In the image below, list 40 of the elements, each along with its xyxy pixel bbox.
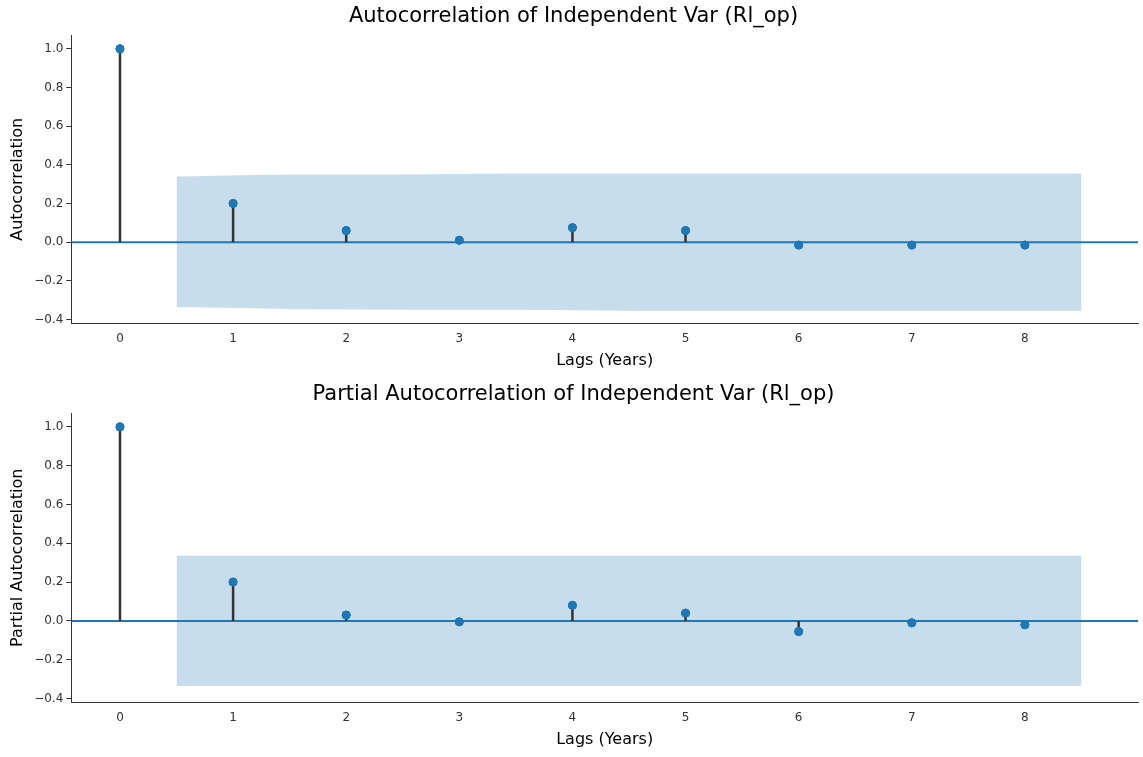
y-tick-label: 0.8 bbox=[44, 79, 64, 94]
x-tick-label: 1 bbox=[229, 330, 237, 345]
x-tick-label: 8 bbox=[1021, 330, 1029, 345]
x-tick-label: 0 bbox=[116, 709, 124, 724]
y-tick-label: 0.0 bbox=[44, 613, 64, 628]
x-tick-label: 3 bbox=[455, 330, 464, 345]
x-tick-label: 3 bbox=[455, 709, 464, 724]
x-axis-title: Lags (Years) bbox=[556, 728, 654, 748]
y-tick-label: −0.4 bbox=[34, 311, 64, 326]
y-tick-label: 0.4 bbox=[44, 535, 64, 550]
x-tick-label: 5 bbox=[681, 330, 690, 345]
x-tick-label: 4 bbox=[568, 330, 577, 345]
x-tick-label: 2 bbox=[342, 330, 351, 345]
y-tick-label: −0.2 bbox=[34, 272, 64, 287]
y-tick-label: −0.4 bbox=[34, 690, 64, 705]
y-tick-label: 1.0 bbox=[44, 40, 64, 55]
x-tick-label: 8 bbox=[1021, 709, 1029, 724]
y-tick-label: 0.8 bbox=[44, 457, 64, 472]
y-tick-label: 0.2 bbox=[44, 574, 64, 589]
y-tick-label: 0.6 bbox=[44, 118, 64, 133]
y-tick-label: −0.2 bbox=[34, 651, 64, 666]
y-tick-label: 0.4 bbox=[44, 156, 64, 171]
x-tick-label: 1 bbox=[229, 709, 237, 724]
x-tick-label: 6 bbox=[794, 330, 803, 345]
x-tick-label: 7 bbox=[907, 709, 916, 724]
x-tick-label: 4 bbox=[568, 709, 577, 724]
chart-title: Autocorrelation of Independent Var (Rl_op) bbox=[348, 3, 799, 29]
x-axis-title: Lags (Years) bbox=[556, 349, 654, 369]
y-axis-title: Autocorrelation bbox=[6, 117, 26, 241]
x-tick-label: 2 bbox=[342, 709, 351, 724]
x-tick-label: 7 bbox=[907, 330, 916, 345]
chart-title: Partial Autocorrelation of Independent Var (Rl_op) bbox=[312, 381, 835, 407]
y-tick-label: 0.0 bbox=[44, 234, 64, 249]
y-tick-label: 0.2 bbox=[44, 195, 64, 210]
y-tick-label: 1.0 bbox=[44, 418, 64, 433]
y-tick-label: 0.6 bbox=[44, 496, 64, 511]
x-tick-label: 6 bbox=[794, 709, 803, 724]
x-tick-label: 0 bbox=[116, 330, 124, 345]
x-tick-label: 5 bbox=[681, 709, 690, 724]
y-axis-title: Partial Autocorrelation bbox=[6, 468, 26, 647]
